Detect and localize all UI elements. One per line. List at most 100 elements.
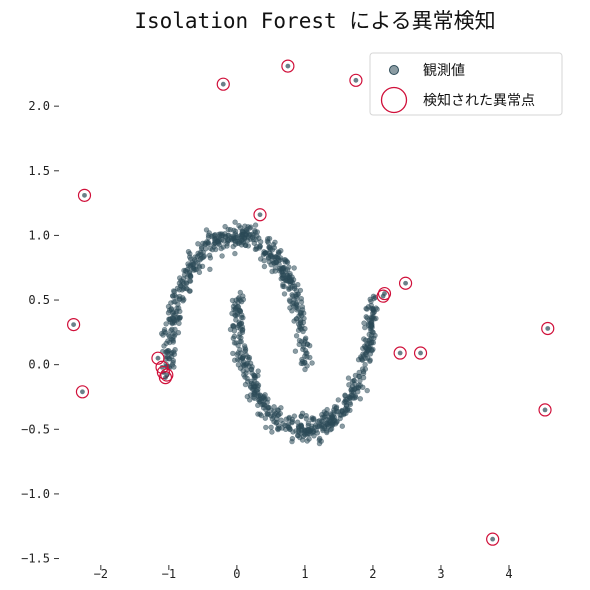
normal-point [235,362,242,368]
normal-point [268,424,274,430]
anomaly-point-ring [281,59,295,73]
normal-point [245,224,251,230]
normal-point [345,375,352,381]
normal-point [293,293,299,299]
anomaly-point-ring [158,370,173,385]
normal-point [352,381,358,387]
normal-point [266,404,272,411]
normal-point [335,397,341,403]
normal-point [261,263,268,270]
normal-point [251,395,258,401]
normal-point [237,347,243,353]
normal-point [171,318,177,324]
normal-point [177,308,183,315]
x-tick-label: −2 [94,567,108,581]
normal-point [219,253,225,259]
normal-point [366,322,372,329]
x-tick-label: 1 [301,567,308,581]
anomaly-point-ring [486,532,500,546]
normal-point [342,392,348,398]
normal-point [230,350,236,357]
normal-point [345,406,351,412]
y-tick-label: −0.5 [21,422,50,436]
normal-point [244,375,250,381]
normal-point [305,427,311,434]
normal-point [359,357,366,363]
normal-point [292,348,299,354]
normal-point [281,272,287,278]
normal-point [233,340,239,346]
anomaly-point-dot [82,192,87,198]
normal-point [231,328,238,334]
anomaly-points-layer [67,59,555,546]
chart-title: Isolation Forest による異常検知 [134,9,495,33]
normal-point [168,306,175,313]
normal-point [251,372,257,378]
normal-point [196,269,203,275]
normal-point [300,360,306,367]
normal-point [232,219,238,225]
normal-point [248,366,255,372]
normal-point [362,361,368,368]
normal-point [291,300,297,306]
normal-point [326,415,333,421]
anomaly-point-ring [393,346,407,360]
normal-point [291,318,297,324]
anomaly-point-ring [160,368,174,382]
normal-point [303,335,309,341]
normal-point [243,242,249,248]
y-tick-label: 0.5 [28,293,50,307]
normal-point [254,233,260,239]
normal-point [269,416,275,422]
normal-point [299,437,306,443]
anomaly-point-ring [151,351,165,365]
normal-point [347,401,354,407]
normal-point [211,241,217,248]
normal-point [343,410,349,416]
normal-point [210,233,217,239]
normal-point [296,337,303,344]
normal-point [269,247,276,253]
legend-marker-anomaly [380,86,408,114]
normal-point [357,396,363,402]
normal-point [261,402,268,408]
legend-label-normal: 観測値 [423,62,465,79]
normal-point [351,386,357,392]
normal-point [225,238,231,244]
normal-point [339,407,345,414]
legend: 観測値 検知された異常点 [369,52,563,116]
x-axis: −2 −1 0 1 2 3 4 [94,565,513,581]
normal-point [186,263,192,269]
legend-marker-normal [389,65,399,75]
anomaly-point-dot [418,350,423,356]
normal-point [169,354,175,360]
anomaly-point-ring [538,403,552,417]
normal-point [230,233,237,239]
normal-point [222,233,229,240]
anomaly-point-dot [403,280,408,286]
normal-point [175,330,182,336]
normal-point [236,223,242,229]
y-tick-label: 1.5 [28,164,50,178]
anomaly-point-dot [490,536,496,542]
x-tick-label: 0 [233,567,240,581]
normal-point [367,296,373,302]
normal-point [287,278,293,284]
normal-point [356,373,363,380]
y-tick-label: 1.0 [28,228,50,242]
normal-point [230,243,236,250]
normal-point [286,264,292,270]
normal-point [330,421,336,428]
normal-point [252,246,259,253]
anomaly-point-dot [542,407,548,413]
normal-point [185,249,192,255]
normal-point [163,330,169,336]
normal-point [309,360,315,366]
normal-point [209,247,216,253]
normal-point [240,326,246,333]
normal-point [252,222,259,228]
anomaly-point-ring [75,385,90,399]
normal-point [244,237,251,244]
normal-point [273,259,280,266]
normal-point [337,412,343,418]
